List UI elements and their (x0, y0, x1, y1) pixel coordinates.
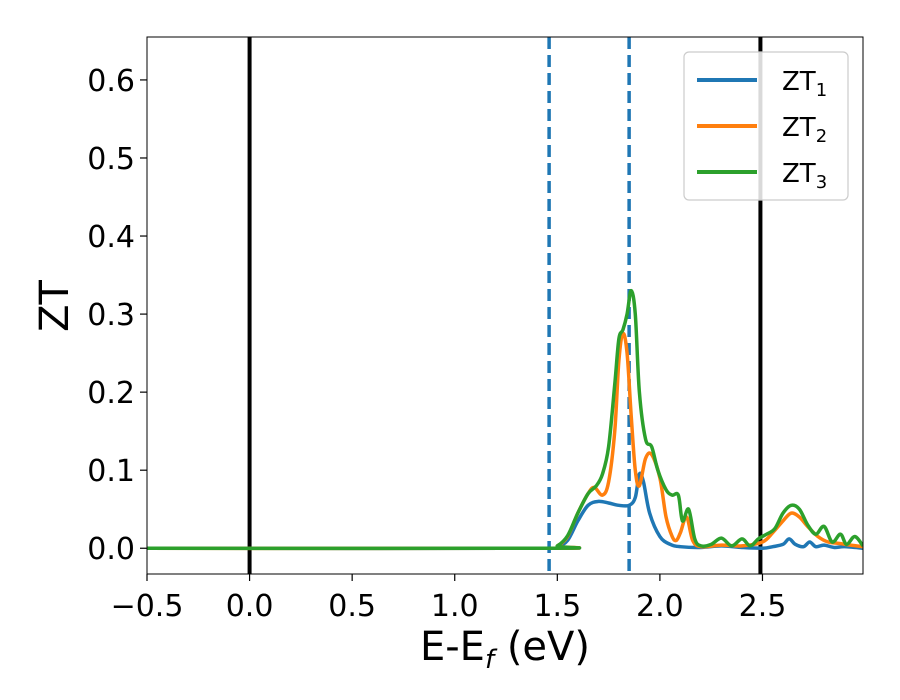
y-tick-label: 0.3 (87, 298, 135, 333)
x-tick-label: 0.0 (226, 589, 274, 624)
x-tick-label: −0.5 (111, 589, 184, 624)
y-tick-label: 0.0 (87, 532, 135, 567)
y-tick-label: 0.1 (87, 454, 135, 489)
plot-frame (146, 36, 864, 575)
x-tick-label: 1.0 (431, 589, 479, 624)
series-line-zt3 (147, 288, 863, 551)
legend-entry: ZT2 (782, 113, 827, 147)
y-tick-label: 0.6 (87, 64, 135, 99)
y-tick-label: 0.2 (87, 376, 135, 411)
legend-entry: ZT3 (782, 159, 827, 193)
legend: ZT1 ZT2 ZT3 (683, 51, 849, 201)
y-axis-label: ZT (32, 280, 78, 332)
legend-entry: ZT1 (782, 67, 827, 101)
x-axis-label: E-Ef (eV) (420, 624, 590, 675)
y-tick-label: 0.5 (87, 142, 135, 177)
y-tick-label: 0.4 (87, 220, 135, 255)
x-tick-label: 1.5 (533, 589, 581, 624)
x-tick-label: 2.5 (739, 589, 787, 624)
legend-box (683, 51, 849, 201)
x-tick-label: 2.0 (636, 589, 684, 624)
series-line-zt1 (147, 471, 863, 551)
x-tick-label: 0.5 (328, 589, 376, 624)
